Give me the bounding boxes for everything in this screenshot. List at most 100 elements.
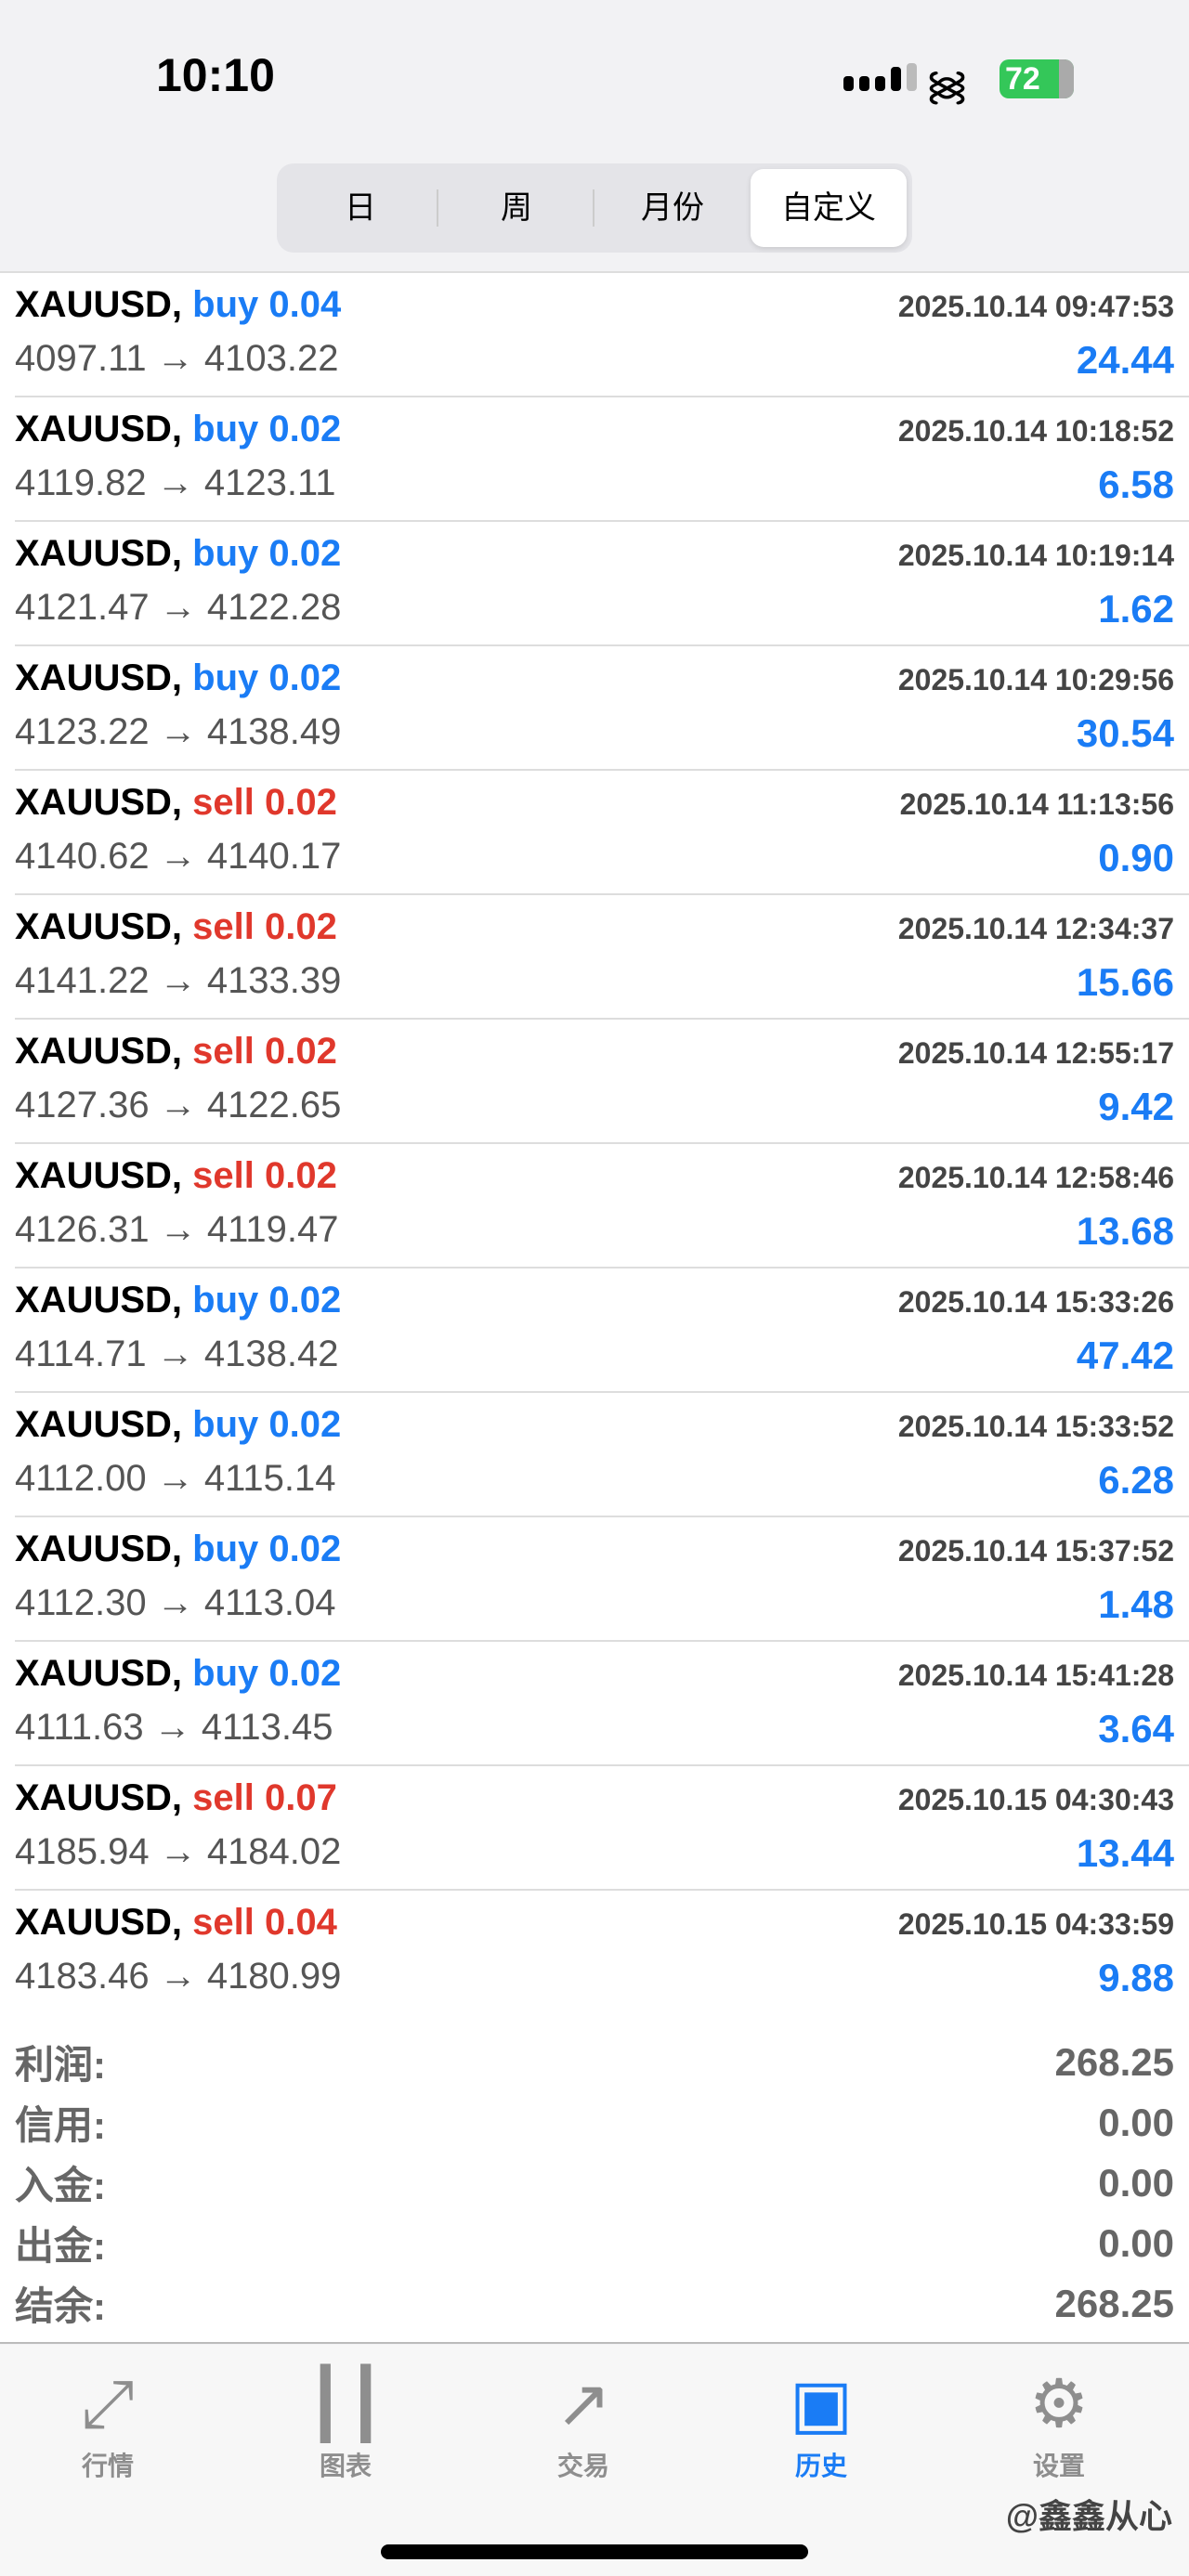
deal-time: 2025.10.14 15:33:52 [897, 1410, 1174, 1443]
segment-1[interactable]: 周 [438, 169, 594, 247]
deal-prices: 4112.30 → 4113.04 [15, 1582, 336, 1623]
deal-time: 2025.10.14 15:33:26 [897, 1285, 1174, 1319]
tab-label: 图表 [319, 2452, 372, 2480]
deal-row[interactable]: XAUUSD, buy 0.02 2025.10.14 10:29:56 412… [15, 646, 1189, 771]
deal-type: sell 0.04 [192, 1902, 337, 1943]
deal-row[interactable]: XAUUSD, buy 0.04 2025.10.14 09:47:53 409… [15, 273, 1189, 397]
summary-value: 0.00 [1098, 2220, 1174, 2265]
tab-1[interactable]: ┃┃ 图表 [271, 2358, 420, 2482]
deal-row[interactable]: XAUUSD, buy 0.02 2025.10.14 15:41:28 411… [15, 1642, 1189, 1766]
deal-symbol: XAUUSD, buy 0.02 [15, 1280, 341, 1321]
deal-time: 2025.10.15 04:30:43 [897, 1783, 1174, 1816]
home-indicator[interactable] [381, 2544, 808, 2559]
deal-type: buy 0.02 [192, 1404, 342, 1445]
deal-type: buy 0.02 [192, 1653, 342, 1694]
deal-history-list: XAUUSD, buy 0.04 2025.10.14 09:47:53 409… [0, 271, 1189, 2015]
deal-prices: 4119.82 → 4123.11 [15, 462, 336, 503]
deal-profit: 15.66 [1076, 960, 1174, 1004]
symbol: XAUUSD, [15, 284, 183, 325]
deal-row[interactable]: XAUUSD, sell 0.02 2025.10.14 12:34:37 41… [15, 895, 1189, 1020]
symbol: XAUUSD, [15, 782, 183, 823]
deal-prices: 4097.11 → 4103.22 [15, 338, 339, 379]
tab-3[interactable]: ▣ 历史 [747, 2358, 895, 2482]
deal-profit: 6.28 [1098, 1458, 1174, 1502]
cellular-signal-icon [843, 63, 917, 91]
deal-prices: 4141.22 → 4133.39 [15, 960, 342, 1001]
symbol: XAUUSD, [15, 1902, 183, 1943]
deal-type: sell 0.02 [192, 1155, 337, 1196]
summary-row: 结余: 268.25 [0, 2273, 1189, 2334]
deal-prices: 4140.62 → 4140.17 [15, 836, 342, 877]
deal-symbol: XAUUSD, sell 0.02 [15, 1031, 337, 1073]
deal-profit: 6.58 [1098, 462, 1174, 506]
summary-value: 268.25 [1054, 2281, 1174, 2325]
deal-symbol: XAUUSD, buy 0.02 [15, 533, 341, 575]
deal-symbol: XAUUSD, buy 0.02 [15, 1404, 341, 1446]
deal-type: buy 0.02 [192, 409, 342, 449]
deal-time: 2025.10.14 10:29:56 [897, 663, 1174, 696]
deal-profit: 24.44 [1076, 338, 1174, 382]
watermark: @鑫鑫从心 [1005, 2497, 1172, 2535]
symbol: XAUUSD, [15, 1155, 183, 1196]
summary-row: 出金: 0.00 [0, 2213, 1189, 2273]
deal-row[interactable]: XAUUSD, sell 0.02 2025.10.14 11:13:56 41… [15, 771, 1189, 895]
summary-label: 结余: [15, 2284, 106, 2328]
deal-symbol: XAUUSD, buy 0.02 [15, 1653, 341, 1695]
deal-profit: 0.90 [1098, 836, 1174, 879]
deal-time: 2025.10.15 04:33:59 [897, 1907, 1174, 1941]
deal-profit: 13.68 [1076, 1209, 1174, 1253]
deal-type: sell 0.02 [192, 906, 337, 947]
candlestick-chart-icon: ┃┃ [305, 2367, 386, 2441]
deal-symbol: XAUUSD, buy 0.02 [15, 1529, 341, 1570]
symbol: XAUUSD, [15, 533, 183, 574]
deal-time: 2025.10.14 12:58:46 [897, 1161, 1174, 1194]
deal-prices: 4126.31 → 4119.47 [15, 1209, 339, 1250]
tab-2[interactable]: ↗ 交易 [509, 2358, 658, 2482]
deal-time: 2025.10.14 10:19:14 [897, 539, 1174, 572]
deal-row[interactable]: XAUUSD, sell 0.02 2025.10.14 12:55:17 41… [15, 1020, 1189, 1144]
deal-profit: 30.54 [1076, 711, 1174, 755]
summary-value: 268.25 [1054, 2039, 1174, 2084]
deal-profit: 3.64 [1098, 1707, 1174, 1750]
deal-prices: 4112.00 → 4115.14 [15, 1458, 336, 1499]
tab-4[interactable]: ⚙ 设置 [985, 2358, 1133, 2482]
symbol: XAUUSD, [15, 1529, 183, 1569]
deal-row[interactable]: XAUUSD, buy 0.02 2025.10.14 10:18:52 411… [15, 397, 1189, 522]
wifi-icon: ᯼ [925, 63, 970, 109]
deal-prices: 4185.94 → 4184.02 [15, 1831, 342, 1872]
summary-row: 利润: 268.25 [0, 2032, 1189, 2092]
deal-row[interactable]: XAUUSD, sell 0.04 2025.10.15 04:33:59 41… [15, 1891, 1189, 2015]
deal-symbol: XAUUSD, sell 0.04 [15, 1902, 337, 1944]
deal-row[interactable]: XAUUSD, buy 0.02 2025.10.14 15:37:52 411… [15, 1517, 1189, 1642]
deal-profit: 1.48 [1098, 1582, 1174, 1626]
deal-row[interactable]: XAUUSD, buy 0.02 2025.10.14 15:33:26 411… [15, 1268, 1189, 1393]
deal-symbol: XAUUSD, buy 0.04 [15, 284, 341, 326]
deal-time: 2025.10.14 11:13:56 [899, 787, 1174, 821]
battery-icon: 72 [1000, 59, 1074, 98]
deal-time: 2025.10.14 15:41:28 [897, 1659, 1174, 1692]
segment-2[interactable]: 月份 [641, 190, 704, 226]
deal-row[interactable]: XAUUSD, buy 0.02 2025.10.14 15:33:52 411… [15, 1393, 1189, 1517]
summary-panel: 利润: 268.25 信用: 0.00 入金: 0.00 出金: 0.00 结余: 268.25 [0, 2013, 1189, 2344]
clock: 10:10 [156, 49, 275, 101]
summary-label: 出金: [15, 2224, 106, 2268]
summary-label: 入金: [15, 2164, 106, 2207]
deal-profit: 9.88 [1098, 1956, 1174, 1999]
summary-row: 信用: 0.00 [0, 2092, 1189, 2153]
summary-value: 0.00 [1098, 2100, 1174, 2144]
history-inbox-icon: ▣ [789, 2367, 854, 2441]
deal-time: 2025.10.14 15:37:52 [897, 1534, 1174, 1568]
deal-row[interactable]: XAUUSD, sell 0.02 2025.10.14 12:58:46 41… [15, 1144, 1189, 1268]
status-bar: 10:10 ᯼ 72 [0, 0, 1189, 149]
tab-0[interactable]: ⤢ 行情 [33, 2358, 182, 2482]
deal-row[interactable]: XAUUSD, buy 0.02 2025.10.14 10:19:14 412… [15, 522, 1189, 646]
deal-symbol: XAUUSD, sell 0.02 [15, 906, 337, 948]
segment-0[interactable]: 日 [282, 169, 438, 247]
symbol: XAUUSD, [15, 409, 183, 449]
tab-label: 交易 [556, 2452, 609, 2480]
deal-row[interactable]: XAUUSD, sell 0.07 2025.10.15 04:30:43 41… [15, 1766, 1189, 1891]
segment-3[interactable]: 自定义 [751, 169, 907, 247]
deal-time: 2025.10.14 09:47:53 [897, 290, 1174, 323]
period-segmented-control: 日周 月份 自定义 [277, 163, 912, 253]
summary-label: 利润: [15, 2043, 106, 2087]
